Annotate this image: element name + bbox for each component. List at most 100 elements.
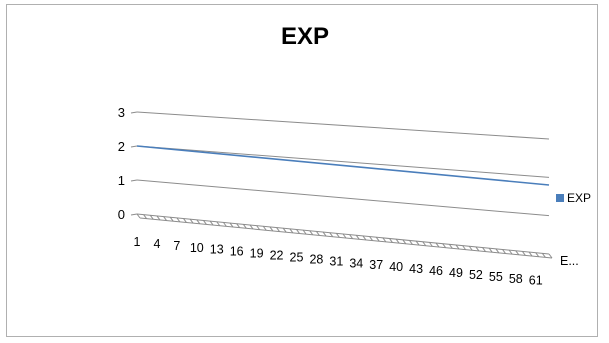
x-tick-mark xyxy=(409,240,413,245)
x-tick-mark xyxy=(442,243,447,248)
x-tick-mark xyxy=(335,233,340,238)
series-lines xyxy=(136,145,550,186)
x-tick-label: 10 xyxy=(190,241,204,255)
y-tick-label: 1 xyxy=(118,173,125,188)
x-tick-mark xyxy=(548,253,553,259)
x-tick-mark xyxy=(189,218,194,224)
x-tick-mark xyxy=(349,234,354,239)
x-tick-mark xyxy=(269,226,274,232)
x-tick-mark xyxy=(488,247,493,253)
x-tick-label: 28 xyxy=(309,252,323,266)
y-tick-mark xyxy=(130,213,138,216)
legend-swatch-exp xyxy=(556,194,564,202)
x-tick-mark xyxy=(183,218,187,223)
x-tick-mark xyxy=(309,230,314,236)
x-axis-labels: 1 4 7 10 13 16 19 22 25 28 31 34 37 40 43 46 49 52 55 58 61 xyxy=(134,235,543,288)
x-tick-mark xyxy=(242,224,247,229)
x-tick-label: 13 xyxy=(210,243,224,257)
x-tick-label: 61 xyxy=(529,274,543,288)
x-tick-label: 55 xyxy=(489,270,503,284)
x-tick-mark xyxy=(209,220,214,226)
x-tick-mark xyxy=(515,250,520,256)
x-tick-mark xyxy=(276,227,280,232)
x-tick-mark xyxy=(382,237,387,243)
x-tick-mark xyxy=(448,244,453,249)
x-tick-label: 22 xyxy=(270,249,284,263)
depth-axis-label: E... xyxy=(560,254,579,268)
x-tick-mark xyxy=(302,229,307,235)
x-tick-mark xyxy=(149,214,154,220)
x-tick-label: 7 xyxy=(173,239,180,253)
chart-title: EXP xyxy=(281,23,329,50)
x-tick-mark xyxy=(262,225,267,231)
x-tick-mark xyxy=(342,233,347,239)
series-line-exp xyxy=(136,145,550,186)
x-tick-mark xyxy=(402,239,407,245)
x-tick-mark xyxy=(541,253,546,258)
x-tick-mark xyxy=(482,247,486,252)
x-tick-mark xyxy=(249,224,254,230)
x-tick-label: 4 xyxy=(153,237,160,251)
x-tick-mark xyxy=(422,241,427,247)
x-tick-mark xyxy=(455,244,460,250)
x-tick-mark xyxy=(395,238,400,244)
y-tick-mark xyxy=(130,111,138,114)
y-tick-mark xyxy=(130,145,138,148)
x-tick-mark xyxy=(355,234,360,240)
x-tick-mark xyxy=(203,220,207,225)
x-tick-label: 34 xyxy=(349,256,363,270)
x-tick-mark xyxy=(329,232,334,238)
x-tick-mark xyxy=(375,236,380,242)
x-tick-label: 58 xyxy=(509,272,523,286)
gridline-1 xyxy=(136,179,550,217)
gridlines xyxy=(136,111,550,217)
y-tick-mark xyxy=(130,179,138,182)
x-tick-label: 52 xyxy=(469,268,483,282)
gridline-3 xyxy=(136,111,550,140)
x-tick-mark xyxy=(428,242,433,247)
x-tick-mark xyxy=(415,240,420,246)
legend: EXP xyxy=(556,191,591,205)
x-tick-mark xyxy=(389,238,393,243)
x-tick-mark xyxy=(296,229,300,234)
x-tick-label: 49 xyxy=(449,266,463,280)
x-tick-mark xyxy=(369,236,373,241)
x-axis xyxy=(136,213,553,259)
x-tick-mark xyxy=(535,252,540,258)
x-tick-label: 31 xyxy=(329,254,343,268)
x-tick-mark xyxy=(236,223,241,228)
x-tick-mark xyxy=(522,251,526,256)
x-tick-mark xyxy=(222,222,227,227)
x-tick-mark xyxy=(289,228,294,234)
x-tick-label: 40 xyxy=(389,260,403,274)
x-tick-mark xyxy=(468,245,473,251)
x-tick-mark xyxy=(256,225,261,230)
gridline-2 xyxy=(136,145,550,178)
x-tick-mark xyxy=(508,249,513,255)
x-tick-mark xyxy=(169,216,174,222)
y-tick-label: 3 xyxy=(118,105,125,120)
x-tick-label: 1 xyxy=(134,235,141,249)
x-tick-mark xyxy=(316,231,320,236)
x-tick-mark xyxy=(163,216,167,221)
x-tick-label: 37 xyxy=(369,258,383,272)
x-tick-mark xyxy=(528,251,533,257)
y-tick-label: 2 xyxy=(118,139,125,154)
x-tick-mark xyxy=(502,249,506,254)
chart-area xyxy=(6,4,598,337)
x-tick-label: 43 xyxy=(409,262,423,276)
x-tick-mark xyxy=(282,227,287,233)
x-tick-mark xyxy=(322,231,327,237)
x-tick-label: 19 xyxy=(250,247,264,261)
x-tick-mark xyxy=(143,214,148,219)
x-tick-mark xyxy=(196,219,201,225)
x-tick-mark xyxy=(176,217,181,223)
y-tick-label: 0 xyxy=(118,207,125,222)
x-tick-mark xyxy=(156,215,161,221)
x-tick-mark xyxy=(362,235,367,241)
x-tick-mark xyxy=(216,221,221,227)
x-tick-mark xyxy=(462,245,467,250)
x-tick-mark xyxy=(475,246,480,252)
x-tick-label: 46 xyxy=(429,264,443,278)
